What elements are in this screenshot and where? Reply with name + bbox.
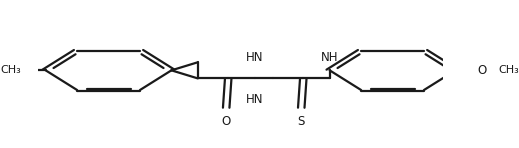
Text: NH: NH bbox=[321, 51, 338, 64]
Text: CH₃: CH₃ bbox=[1, 65, 21, 75]
Text: S: S bbox=[297, 115, 305, 128]
Text: HN: HN bbox=[246, 93, 263, 106]
Text: CH₃: CH₃ bbox=[498, 65, 519, 75]
Text: O: O bbox=[222, 115, 231, 128]
Text: O: O bbox=[477, 64, 486, 77]
Text: HN: HN bbox=[246, 51, 263, 64]
